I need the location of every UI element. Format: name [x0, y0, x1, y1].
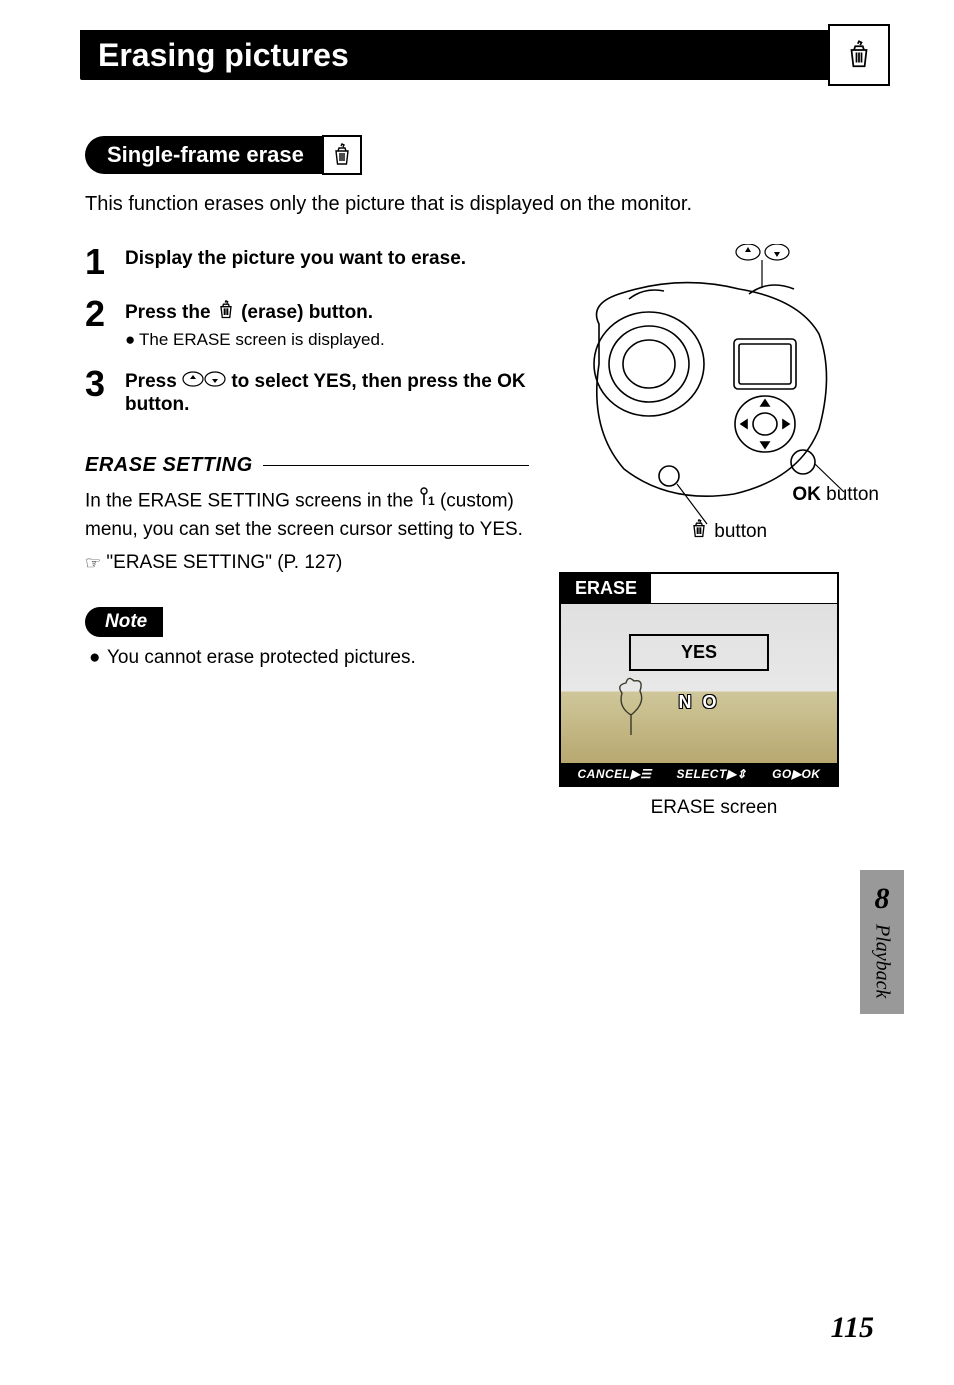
camera-illustration: OK button button	[559, 244, 869, 544]
step-2-sub-text: The ERASE screen is displayed.	[139, 330, 385, 349]
erase-screen-title: ERASE	[561, 574, 651, 603]
step-number: 2	[85, 296, 125, 350]
note-item-text: You cannot erase protected pictures.	[107, 647, 416, 669]
step-2-pre: Press the	[125, 302, 216, 323]
step-3-mid: to select YES, then press the	[231, 371, 497, 392]
page-title: Erasing pictures	[98, 37, 349, 74]
svg-text:1: 1	[428, 494, 435, 507]
intro-text: This function erases only the picture th…	[85, 193, 869, 216]
step-2-post: (erase) button.	[241, 302, 373, 323]
erase-screen-caption: ERASE screen	[559, 797, 869, 819]
chapter-tab: 8 Playback	[860, 870, 904, 1014]
tree-icon	[616, 677, 646, 737]
erase-yes-option[interactable]: YES	[629, 634, 769, 671]
subhead-rule	[263, 465, 529, 466]
arrow-pad-icon	[182, 370, 226, 394]
erase-button-label: button	[689, 519, 767, 545]
step-number: 3	[85, 366, 125, 416]
step-number: 1	[85, 244, 125, 280]
step-2-sub: ●The ERASE screen is displayed.	[125, 330, 385, 350]
note-item: ● You cannot erase protected pictures.	[85, 647, 529, 669]
ok-label-bold: OK	[792, 484, 821, 505]
footer-select: SELECT▶⇕	[676, 767, 747, 781]
step-2: 2 Press the (erase) button. ●The ERASE s…	[85, 296, 529, 350]
erase-setting-body: In the ERASE SETTING screens in the 1 (c…	[85, 487, 529, 543]
footer-cancel: CANCEL▶☰	[577, 767, 651, 781]
erase-icon	[330, 143, 354, 167]
ok-button-label: OK button	[792, 484, 879, 506]
erase-icon	[216, 300, 236, 326]
header-erase-icon-box	[828, 24, 890, 86]
erase-setting-ref-text: "ERASE SETTING" (P. 127)	[106, 552, 342, 573]
step-1: 1 Display the picture you want to erase.	[85, 244, 529, 280]
step-3-post: button.	[125, 394, 189, 415]
subhead-row: ERASE SETTING	[85, 454, 529, 477]
erase-icon	[689, 519, 709, 545]
page-number: 115	[831, 1311, 874, 1345]
ok-label-rest: button	[821, 484, 879, 505]
section-pill: Single-frame erase	[85, 136, 322, 174]
section-pill-label: Single-frame erase	[107, 142, 304, 168]
note-label: Note	[85, 607, 163, 637]
footer-go: GO▶OK	[772, 767, 820, 781]
subhead-text: ERASE SETTING	[85, 454, 253, 477]
erase-setting-ref: ☞ "ERASE SETTING" (P. 127)	[85, 549, 529, 577]
erase-button-label-text: button	[709, 521, 767, 542]
erase-screen-mock: ERASE YES N O CANCEL▶☰ SELECT▶⇕ GO▶OK	[559, 572, 839, 787]
pointer-icon: ☞	[85, 550, 101, 576]
erase-screen-bg: YES N O	[561, 603, 837, 763]
custom-menu-icon: 1	[419, 487, 435, 516]
section-pill-row: Single-frame erase	[85, 135, 869, 175]
erase-screen-footer: CANCEL▶☰ SELECT▶⇕ GO▶OK	[561, 763, 837, 785]
step-3: 3 Press to select YES, then press the	[85, 366, 529, 416]
erase-setting-pre: In the ERASE SETTING screens in the	[85, 490, 419, 511]
chapter-number: 8	[860, 882, 904, 916]
page-header: Erasing pictures	[80, 30, 884, 80]
erase-no-option[interactable]: N O	[678, 692, 719, 713]
chapter-label: Playback	[871, 924, 894, 998]
erase-icon	[844, 40, 874, 70]
pill-erase-icon-box	[322, 135, 362, 175]
step-1-text: Display the picture you want to erase.	[125, 248, 466, 269]
ok-label: OK	[497, 371, 526, 392]
step-3-pre: Press	[125, 371, 182, 392]
